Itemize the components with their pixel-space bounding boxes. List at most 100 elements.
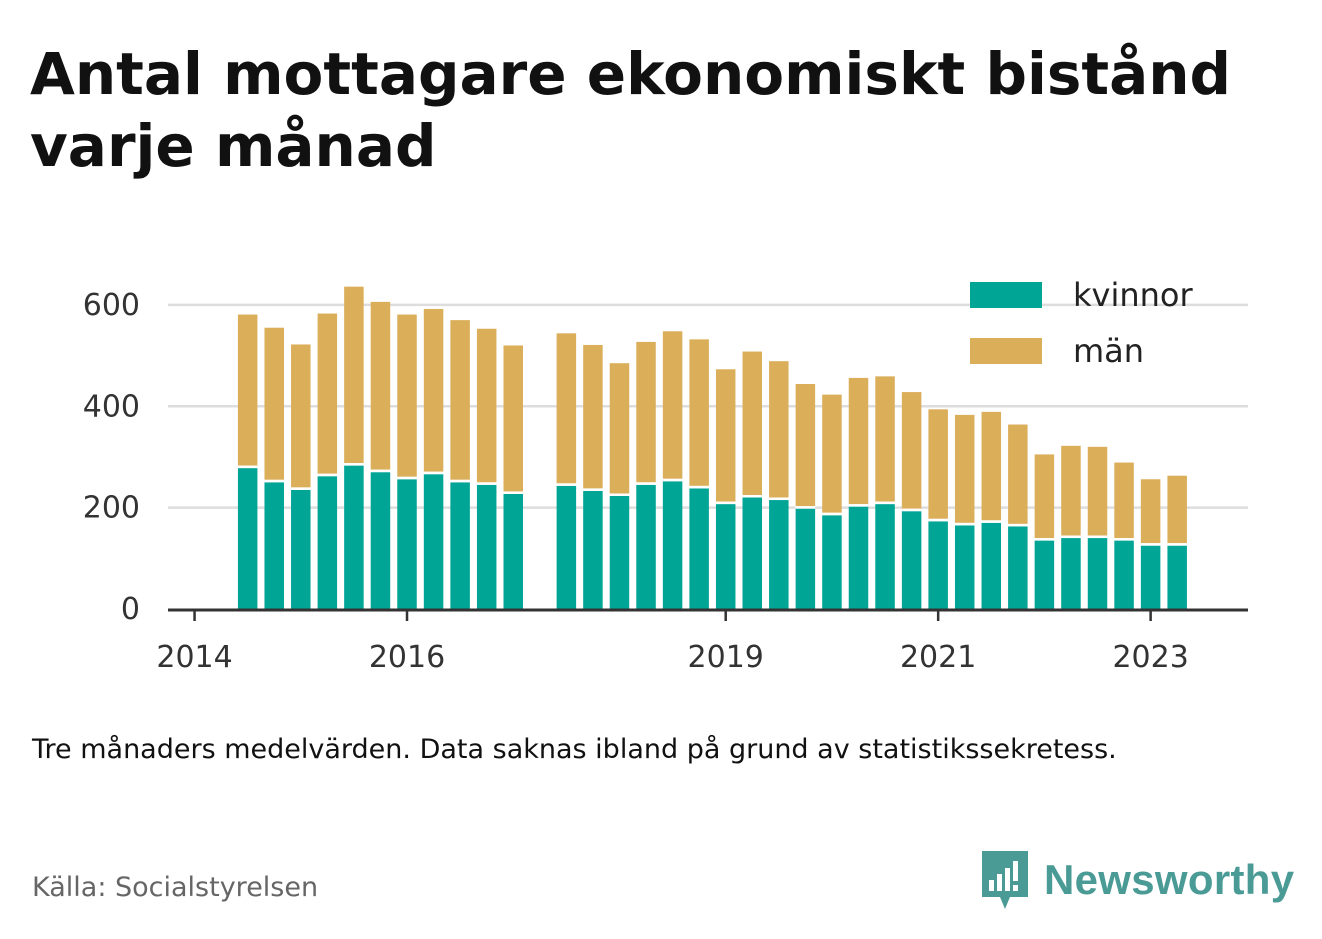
bar-separator — [928, 518, 948, 522]
bar-man-2020-07 — [875, 376, 895, 502]
bar-kvinnor-2017-10 — [583, 490, 603, 609]
legend-label-man: män — [1073, 332, 1144, 370]
bar-man-2021-01 — [928, 409, 948, 519]
axes: 0 200 400 600 2014 2016 2019 2021 2023 — [83, 288, 1248, 675]
bar-separator — [344, 463, 364, 466]
bar-man-2017-01 — [503, 345, 523, 492]
bar-separator — [981, 520, 1002, 523]
bar-man-2014-10 — [264, 327, 284, 480]
bar-kvinnor-2019-07 — [769, 500, 789, 609]
bar-separator — [901, 508, 922, 512]
bar-man-2015-04 — [317, 313, 338, 474]
source-credit: Källa: Socialstyrelsen — [32, 872, 319, 903]
legend-swatch-kvinnor — [970, 282, 1042, 308]
bar-kvinnor-2020-10 — [901, 511, 922, 609]
bar-separator — [822, 512, 842, 516]
bar-separator — [450, 479, 470, 483]
bar-man-2015-01 — [291, 344, 311, 488]
bar-separator — [1034, 538, 1055, 541]
bar-separator — [795, 506, 816, 509]
bar-man-2021-07 — [981, 411, 1002, 521]
bar-separator — [370, 469, 391, 473]
bar-man-2016-01 — [397, 314, 417, 477]
bar-kvinnor-2016-04 — [423, 474, 444, 609]
bar-kvinnor-2021-01 — [928, 521, 948, 609]
bar-kvinnor-2022-01 — [1034, 540, 1055, 609]
bar-man-2021-10 — [1008, 424, 1028, 524]
y-tick-label: 600 — [83, 288, 140, 323]
bar-kvinnor-2019-04 — [742, 497, 763, 609]
bar-kvinnor-2022-04 — [1061, 538, 1081, 609]
bar-kvinnor-2023-04 — [1167, 545, 1187, 609]
bar-kvinnor-2017-07 — [556, 485, 577, 609]
bar-man-2020-04 — [848, 377, 869, 505]
bar-kvinnor-2017-01 — [503, 493, 523, 609]
bar-kvinnor-2016-07 — [450, 482, 470, 609]
bar-separator — [662, 478, 683, 482]
bar-kvinnor-2019-01 — [715, 504, 736, 609]
x-tick-label: 2016 — [369, 640, 445, 675]
bar-man-2017-07 — [556, 333, 577, 484]
x-tick-label: 2019 — [688, 640, 764, 675]
legend-label-kvinnor: kvinnor — [1073, 276, 1194, 314]
bar-separator — [476, 482, 497, 485]
bar-separator — [503, 491, 523, 494]
bar-separator — [237, 465, 258, 469]
bar-kvinnor-2018-01 — [609, 495, 630, 609]
bar-separator — [954, 522, 975, 526]
bar-kvinnor-2015-01 — [291, 489, 311, 609]
bar-man-2022-04 — [1061, 445, 1081, 536]
bar-chart-speech-bubble-icon — [982, 851, 1028, 909]
bar-kvinnor-2018-10 — [689, 488, 709, 609]
bar-kvinnor-2020-07 — [875, 504, 895, 609]
bar-separator — [317, 473, 338, 477]
bar-separator — [1114, 538, 1134, 541]
bar-man-2015-07 — [344, 286, 364, 464]
bar-man-2015-10 — [370, 301, 391, 470]
bar-kvinnor-2016-10 — [476, 484, 497, 609]
bar-separator — [848, 504, 869, 507]
bar-separator — [1167, 543, 1187, 546]
bar-man-2018-07 — [662, 331, 683, 479]
bar-separator — [715, 501, 736, 505]
bar-separator — [556, 483, 577, 486]
bar-man-2022-10 — [1114, 462, 1134, 539]
bar-separator — [1087, 535, 1108, 539]
bar-separator — [609, 493, 630, 496]
bar-separator — [264, 479, 284, 483]
bar-man-2019-01 — [715, 369, 736, 502]
bar-man-2018-01 — [609, 363, 630, 494]
bar-separator — [689, 485, 709, 489]
bar-man-2018-10 — [689, 339, 709, 486]
bar-man-2022-07 — [1087, 446, 1108, 536]
bar-kvinnor-2015-07 — [344, 465, 364, 609]
bar-kvinnor-2021-07 — [981, 522, 1002, 609]
bar-man-2016-10 — [476, 328, 497, 483]
bar-man-2016-04 — [423, 308, 444, 472]
bar-separator — [1061, 535, 1081, 539]
bar-separator — [423, 471, 444, 475]
bar-man-2021-04 — [954, 414, 975, 523]
bar-man-2019-07 — [769, 361, 789, 498]
bar-separator — [1008, 523, 1028, 527]
bar-separator — [875, 501, 895, 505]
brand-name: Newsworthy — [1044, 856, 1295, 903]
bar-kvinnor-2020-01 — [822, 515, 842, 609]
bar-kvinnor-2015-04 — [317, 476, 338, 609]
bar-separator — [397, 476, 417, 480]
bar-kvinnor-2016-01 — [397, 479, 417, 609]
bar-kvinnor-2021-04 — [954, 525, 975, 609]
y-tick-label: 400 — [83, 389, 140, 424]
y-tick-label: 0 — [121, 592, 140, 627]
bar-man-2020-01 — [822, 394, 842, 513]
bar-man-2019-10 — [795, 383, 816, 507]
brand-logo[interactable]: Newsworthy — [980, 848, 1294, 912]
bar-kvinnor-2020-04 — [848, 506, 869, 609]
bar-man-2019-04 — [742, 351, 763, 496]
x-tick-label: 2023 — [1112, 640, 1188, 675]
bar-kvinnor-2014-07 — [237, 468, 258, 609]
bar-kvinnor-2021-10 — [1008, 526, 1028, 609]
bar-man-2020-10 — [901, 392, 922, 509]
bar-man-2023-04 — [1167, 475, 1187, 544]
bar-man-2023-01 — [1140, 479, 1161, 544]
